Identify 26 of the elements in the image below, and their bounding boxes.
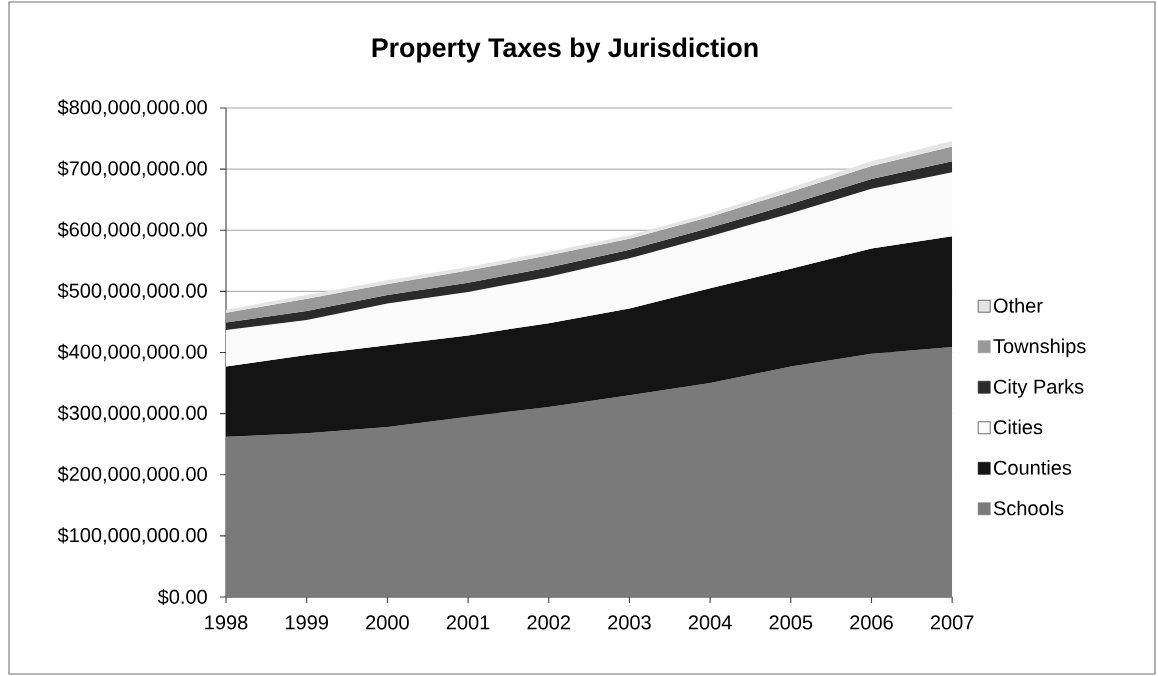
x-tick-label: 2007 — [930, 615, 974, 630]
x-tick-label: 2000 — [366, 615, 409, 630]
y-tick-label: $100,000,000.00 — [57, 527, 207, 545]
y-tick-label: $800,000,000.00 — [57, 99, 207, 117]
y-tick-label: $400,000,000.00 — [57, 343, 207, 362]
x-tick-label: 2004 — [688, 615, 732, 630]
legend-label: Other — [993, 298, 1043, 313]
legend-label: Cities — [993, 419, 1043, 435]
legend-label: Townships — [993, 338, 1086, 358]
x-tick-label: 1998 — [205, 615, 248, 630]
y-tick-label: $300,000,000.00 — [57, 404, 207, 423]
x-tick-label: 2005 — [769, 615, 813, 630]
chart-title: Property Taxes by Jurisdiction — [372, 37, 758, 63]
legend-label: City Parks — [993, 379, 1084, 398]
legend-label: Counties — [993, 460, 1072, 475]
y-tick-label: $500,000,000.00 — [57, 282, 207, 301]
y-tick-label: $600,000,000.00 — [57, 221, 207, 239]
x-tick-label: 2001 — [446, 615, 490, 630]
x-tick-label: 1999 — [285, 615, 328, 630]
y-tick-label: $700,000,000.00 — [57, 160, 207, 178]
x-tick-label: 2002 — [527, 615, 570, 630]
legend-label: Schools — [993, 500, 1064, 516]
y-tick-label: $200,000,000.00 — [57, 466, 207, 484]
x-tick-label: 2006 — [850, 615, 893, 630]
y-tick-label: $0.00 — [157, 588, 207, 606]
x-tick-label: 2003 — [608, 615, 651, 630]
